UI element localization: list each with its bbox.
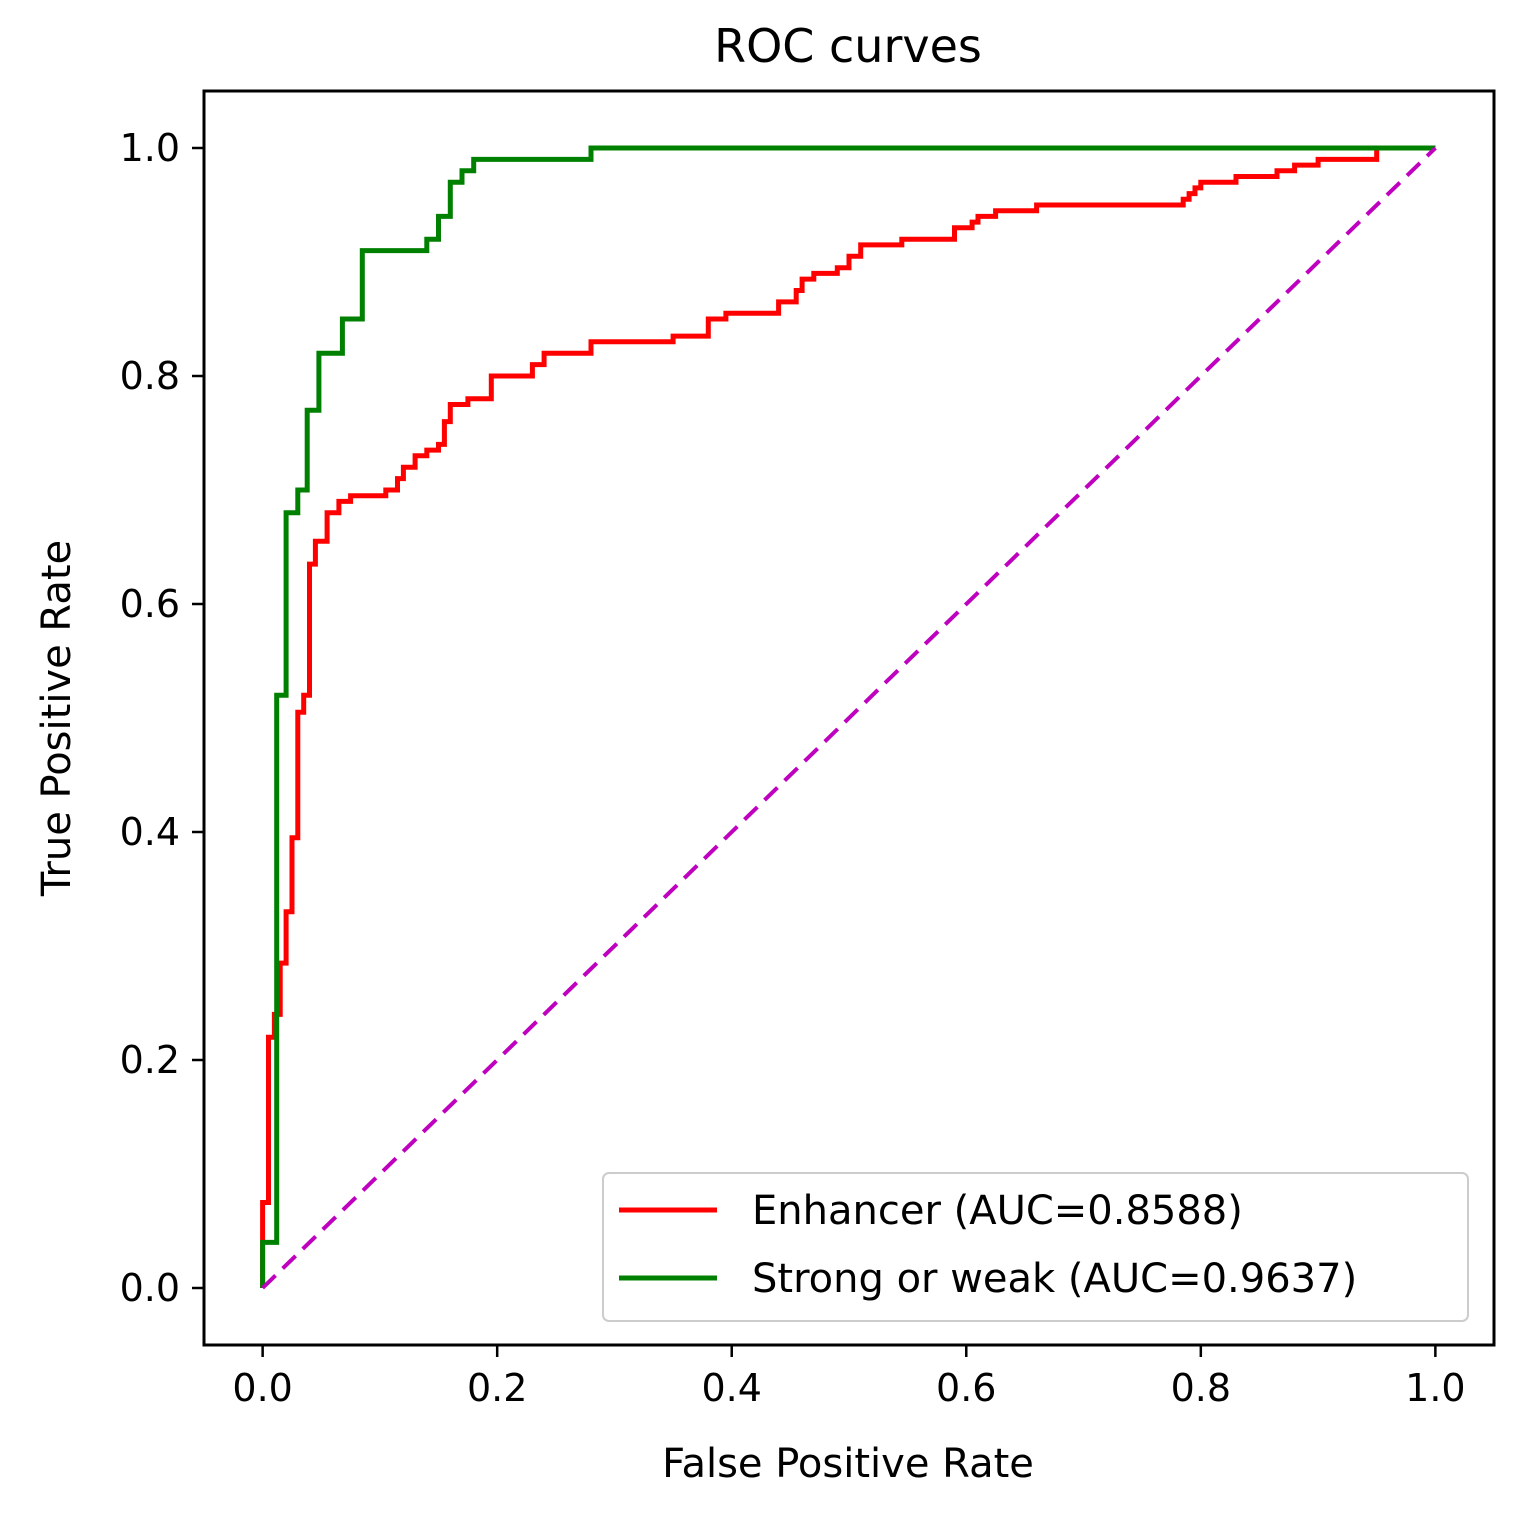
- legend-label-strong-or-weak: Strong or weak (AUC=0.9637): [752, 1256, 1357, 1302]
- x-axis-ticks: 0.0 0.2 0.4 0.6 0.8 1.0: [232, 1345, 1466, 1410]
- chance-diagonal-line: [261, 146, 1437, 1290]
- legend-box: [602, 1172, 1469, 1322]
- x-tick-label: 0.8: [1171, 1366, 1231, 1410]
- x-axis-label: False Positive Rate: [662, 1441, 1034, 1487]
- x-tick-label: 0.6: [936, 1366, 996, 1410]
- series-enhancer-line: [260, 145, 1436, 1288]
- series-strong-or-weak-line: [260, 145, 1436, 1288]
- y-tick-label: 1.0: [120, 126, 180, 170]
- x-tick-label: 0.4: [702, 1366, 762, 1410]
- x-tick-label: 0.2: [467, 1366, 527, 1410]
- y-tick-label: 0.6: [120, 582, 180, 626]
- plot-curves: [260, 145, 1437, 1290]
- x-tick-label: 0.0: [232, 1366, 292, 1410]
- legend-label-enhancer: Enhancer (AUC=0.8588): [752, 1188, 1243, 1234]
- y-tick-label: 0.2: [120, 1038, 180, 1082]
- y-axis-ticks: 0.0 0.2 0.4 0.6 0.8 1.0: [120, 126, 204, 1310]
- y-tick-label: 0.4: [120, 810, 180, 854]
- chart-title: ROC curves: [714, 19, 982, 73]
- plot-frame: [202, 89, 1496, 1347]
- x-tick-label: 1.0: [1405, 1366, 1465, 1410]
- legend: Enhancer (AUC=0.8588) Strong or weak (AU…: [602, 1172, 1469, 1322]
- y-tick-label: 0.8: [120, 354, 180, 398]
- y-axis-label: True Positive Rate: [34, 540, 80, 897]
- y-tick-label: 0.0: [120, 1266, 180, 1310]
